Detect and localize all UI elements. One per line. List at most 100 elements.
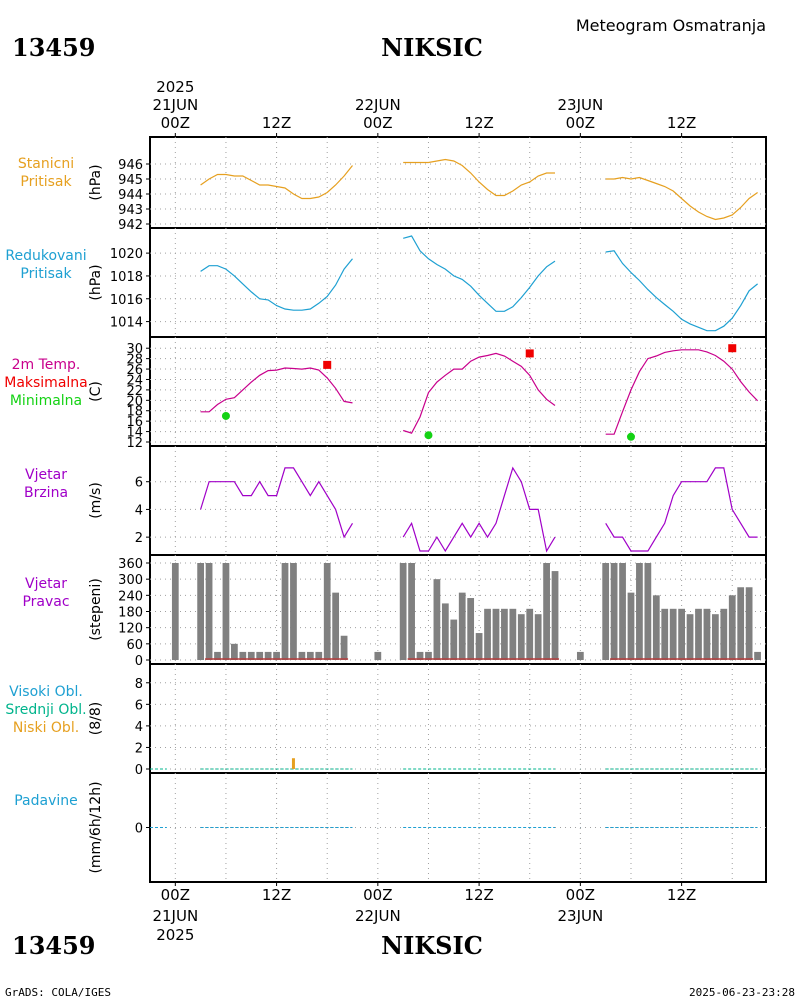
footer-timestamp: 2025-06-23-23:28 (689, 986, 795, 999)
wind-direction-bar (281, 563, 289, 660)
wind-direction-bar (408, 563, 415, 660)
temperature-line (200, 367, 353, 413)
y-tick-label: 4 (135, 720, 143, 735)
panel-label-line: Redukovani (5, 248, 86, 264)
wind-direction-bar (644, 563, 652, 660)
top-tick-label: 00Z (363, 114, 392, 132)
bottom-date-label: 22JUN (355, 907, 401, 925)
y-tick-label: 20 (126, 394, 143, 409)
bottom-tick-label: 12Z (464, 886, 493, 904)
y-axis-label: (m/s) (88, 482, 104, 519)
wind-direction-bar (619, 563, 626, 660)
y-tick-label: 1020 (110, 247, 143, 262)
y-tick-label: 6 (135, 476, 143, 491)
y-tick-label: 22 (126, 384, 143, 399)
y-tick-label: 943 (118, 203, 143, 218)
bottom-tick-label: 00Z (566, 886, 595, 904)
y-tick-label: 240 (118, 589, 143, 604)
top-date-label: 23JUN (557, 96, 603, 114)
wind-direction-bar (737, 587, 745, 660)
wind-direction-bar (214, 651, 221, 660)
y-axis-label: (8/8) (88, 702, 104, 735)
station-pressure-line (403, 158, 555, 197)
bottom-date-label: 21JUN (152, 907, 198, 925)
y-tick-label: 0 (135, 822, 143, 837)
wind-direction-bar (745, 587, 753, 660)
y-tick-label: 60 (126, 638, 143, 653)
y-tick-label: 14 (126, 426, 143, 441)
y-tick-label: 30 (126, 342, 143, 357)
wind-direction-bar (441, 603, 449, 660)
wind-direction-bar (669, 608, 677, 660)
panel-label-line: Vjetar (25, 576, 67, 592)
wind-direction-bar (467, 598, 475, 660)
low-cloud-bar (291, 758, 295, 769)
top-date-label: 22JUN (355, 96, 401, 114)
y-axis-label: (hPa) (88, 164, 104, 200)
y-axis-label: (stepeni) (88, 578, 104, 641)
panel-frame (149, 445, 767, 556)
bottom-date-label: 23JUN (557, 907, 603, 925)
bottom-tick-label: 00Z (363, 886, 392, 904)
panel-frame (149, 227, 767, 338)
tmax-marker (323, 360, 332, 369)
y-tick-label: 360 (118, 557, 143, 572)
panel-cloud-cover: 0 2 4 6 8 (8/8) Visoki Obl. Srednji Obl. Niski O… (5, 663, 767, 778)
y-axis-label: (hPa) (88, 264, 104, 300)
wind-direction-bar (543, 563, 550, 660)
panel-precipitation: 0 (mm/6h/12h) Padavine (14, 772, 767, 883)
station-pressure-line (605, 176, 758, 221)
station-pressure-line (200, 165, 353, 200)
wind-direction-bar (315, 651, 323, 660)
wind-direction-bar (197, 563, 205, 660)
wind-direction-bar (695, 608, 702, 660)
wind-direction-bar (264, 651, 272, 660)
wind-direction-bar (298, 651, 306, 660)
wind-direction-bar (484, 608, 491, 660)
footer-station-name: NIKSIC (381, 931, 483, 960)
wind-direction-bar (610, 563, 618, 660)
wind-direction-bar (425, 651, 432, 660)
y-tick-label: 944 (118, 188, 143, 203)
y-tick-label: 18 (126, 405, 143, 420)
wind-direction-bar (492, 608, 500, 660)
wind-direction-bar (534, 614, 542, 660)
wind-direction-bar (501, 608, 508, 660)
wind-direction-bar (720, 608, 728, 660)
wind-direction-bar (171, 563, 179, 660)
panel-label-line: Maksimalna (4, 375, 88, 391)
wind-direction-bar (526, 608, 534, 660)
wind-direction-bar (627, 592, 635, 660)
panel-label-line: 2m Temp. (12, 357, 81, 373)
wind-direction-bar (636, 563, 643, 660)
reduced-pressure-line (200, 258, 353, 311)
panel-reduced-pressure: 1014 1016 1018 1020 (hPa)Redukovani Pritisak (5, 227, 767, 338)
footer-credit: GrADS: COLA/IGES (5, 986, 111, 999)
y-tick-label: 0 (135, 654, 143, 669)
panel-wind-speed: 2 4 6 (m/s) Vjetar Brzina (24, 445, 767, 556)
wind-direction-bar (399, 563, 407, 660)
bottom-tick-label: 12Z (667, 886, 696, 904)
wind-direction-bar (711, 614, 719, 660)
panel-frame (149, 336, 767, 447)
wind-direction-bar (247, 651, 255, 660)
panel-frame (149, 136, 767, 229)
panel-label-line: Niski Obl. (13, 720, 79, 736)
top-tick-label: 00Z (161, 114, 190, 132)
tmin-marker (424, 431, 433, 440)
wind-direction-bar (416, 651, 424, 660)
tmin-marker (626, 432, 635, 441)
panel-label-line: Vjetar (25, 467, 67, 483)
y-tick-label: 1016 (110, 293, 143, 308)
wind-direction-bar (509, 608, 517, 660)
wind-direction-bar (728, 595, 736, 660)
y-tick-label: 26 (126, 363, 143, 378)
panel-label-line: Stanicni (18, 156, 74, 172)
header-station-name: NIKSIC (381, 33, 483, 62)
